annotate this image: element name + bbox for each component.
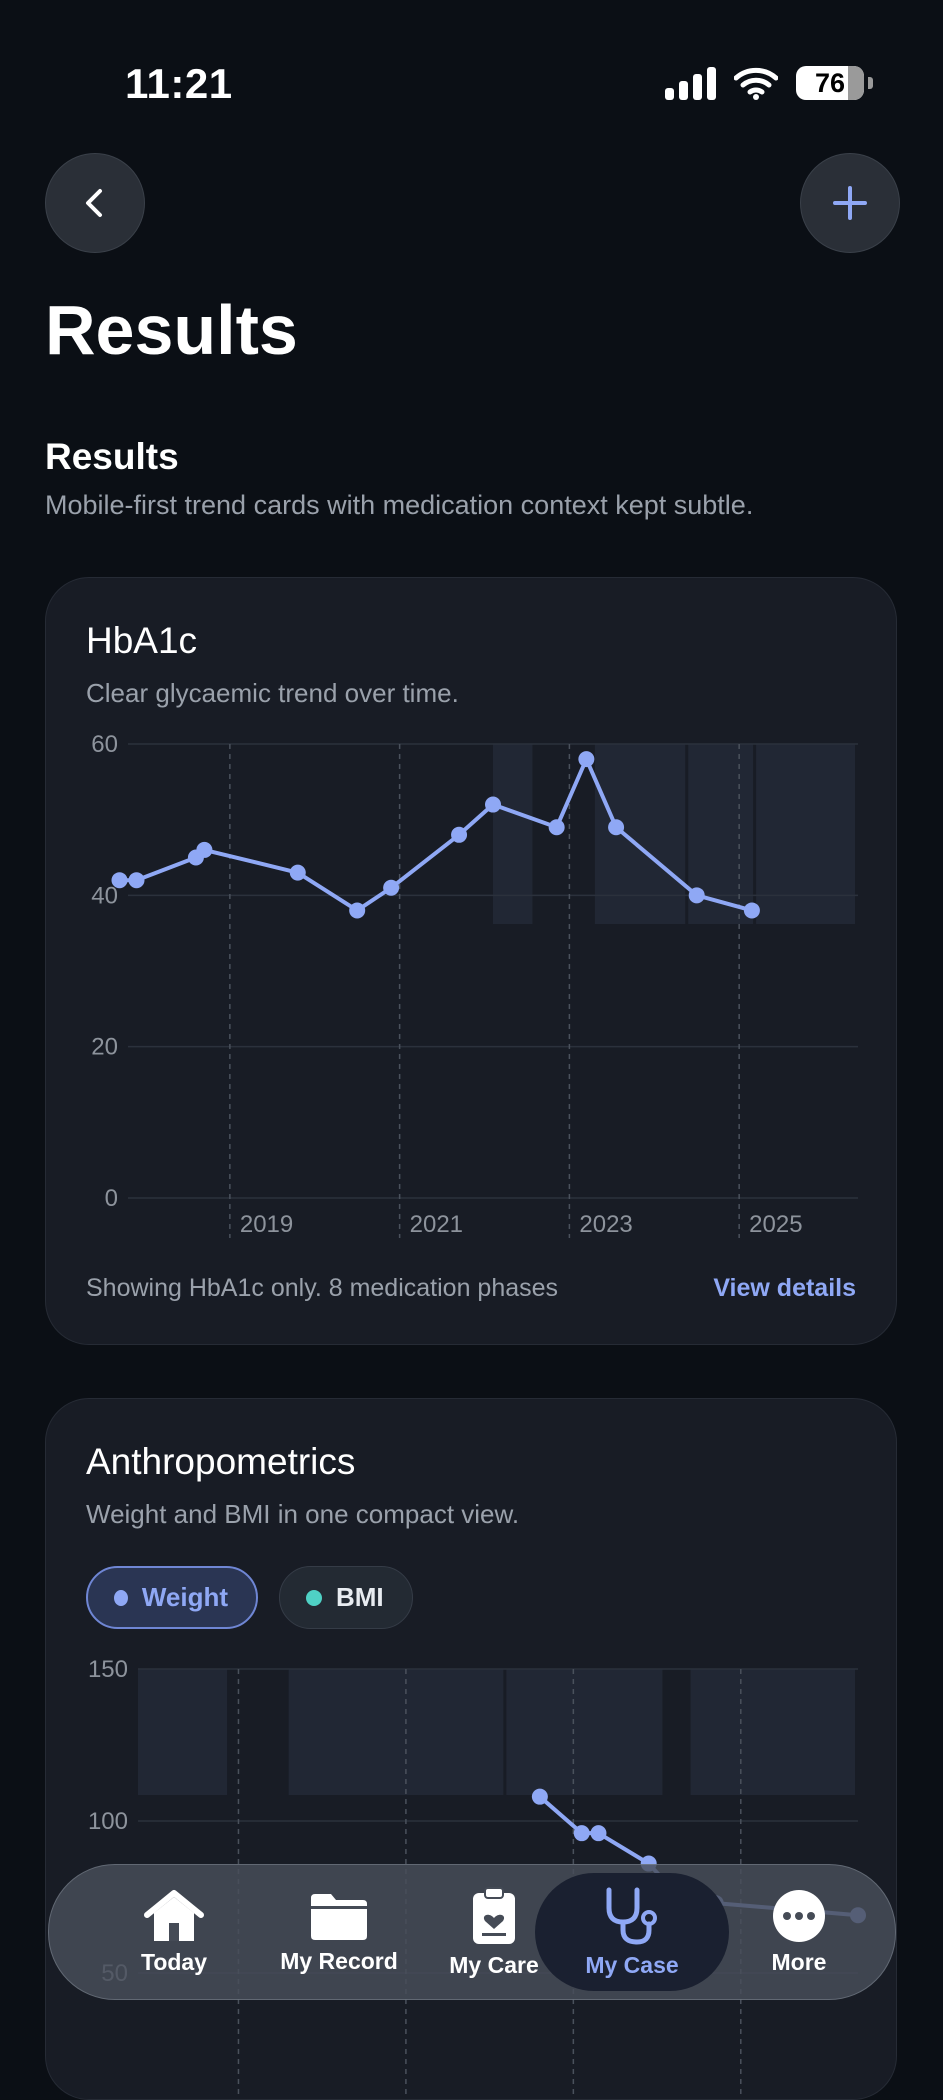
tab-my-record[interactable]: My Record	[244, 1865, 434, 1999]
cellular-signal-icon	[665, 66, 716, 100]
folder-icon	[311, 1893, 367, 1940]
data-point	[128, 872, 145, 889]
wifi-icon	[734, 67, 778, 100]
data-point	[743, 902, 760, 919]
tab-label: Today	[140, 1948, 208, 1975]
card-subtitle: Weight and BMI in one compact view.	[86, 1499, 520, 1529]
weight-dot-icon	[114, 1589, 128, 1606]
status-icons: 76	[665, 66, 873, 100]
weight-chart: 50100150	[88, 1656, 866, 2099]
data-point	[688, 887, 705, 904]
x-tick-label: 2023	[579, 1211, 632, 1238]
bmi-toggle[interactable]: BMI	[279, 1566, 413, 1629]
data-point	[531, 1788, 548, 1805]
medication-phase-band	[690, 1669, 855, 1795]
x-tick-label: 2021	[410, 1211, 463, 1238]
data-point	[608, 819, 625, 836]
back-button[interactable]	[45, 153, 145, 253]
data-point	[451, 826, 468, 843]
clipboard-heart-icon	[473, 1886, 515, 1944]
weight-toggle[interactable]: Weight	[86, 1566, 258, 1629]
y-tick-label: 0	[105, 1185, 118, 1212]
tab-bar: Today My Record My Care My Case	[48, 1864, 896, 2000]
chevron-left-icon	[86, 189, 102, 217]
medication-phase-band	[493, 744, 533, 924]
y-tick-label: 60	[91, 731, 118, 758]
data-point	[485, 796, 501, 813]
status-time: 11:21	[125, 60, 233, 107]
tab-label: More	[771, 1948, 827, 1975]
medication-phase-band	[288, 1669, 504, 1795]
hba1c-card[interactable]: HbA1c Clear glycaemic trend over time. 0…	[45, 577, 897, 1345]
weight-toggle-label: Weight	[141, 1582, 228, 1612]
battery-level: 76	[814, 67, 846, 98]
card-title: HbA1c	[86, 620, 198, 661]
tab-active-indicator	[535, 1873, 729, 1991]
ellipsis-circle-icon	[773, 1889, 825, 1942]
tab-today[interactable]: Today	[109, 1865, 239, 1999]
y-tick-label: 40	[91, 882, 118, 909]
card-subtitle: Clear glycaemic trend over time.	[86, 678, 459, 708]
plus-icon	[833, 186, 867, 220]
data-point	[289, 864, 306, 881]
y-tick-label: 20	[91, 1034, 118, 1061]
medication-phase-band	[506, 1669, 663, 1795]
medication-phase-band	[594, 744, 686, 924]
x-tick-label: 2019	[240, 1211, 293, 1238]
medication-phase-band	[138, 1669, 228, 1795]
data-point	[590, 1825, 607, 1842]
section-title: Results	[45, 436, 179, 477]
section-subtitle: Mobile-first trend cards with medication…	[45, 490, 754, 520]
medication-phase-band	[756, 744, 855, 924]
tab-label: My Case	[585, 1951, 679, 1978]
data-point	[111, 872, 128, 889]
y-tick-label: 100	[88, 1808, 128, 1835]
tab-my-care[interactable]: My Care	[414, 1865, 574, 1999]
bmi-toggle-label: BMI	[336, 1582, 384, 1612]
data-point	[573, 1825, 590, 1842]
hba1c-chart: 0 20 40 60 2019 2021 2023 2025	[91, 731, 858, 1238]
tab-label: My Care	[449, 1951, 539, 1978]
view-details-link[interactable]: View details	[713, 1274, 856, 1302]
add-button[interactable]	[800, 153, 900, 253]
tab-my-case[interactable]: My Case	[552, 1865, 712, 1999]
stethoscope-icon	[606, 1887, 657, 1945]
y-tick-label: 150	[88, 1656, 128, 1683]
x-tick-label: 2025	[749, 1211, 802, 1238]
data-point	[349, 902, 366, 919]
tab-more[interactable]: More	[729, 1865, 869, 1999]
data-point	[383, 879, 400, 896]
tab-label: My Record	[280, 1947, 398, 1974]
bmi-dot-icon	[306, 1589, 322, 1606]
data-point	[196, 841, 213, 858]
house-icon	[144, 1889, 204, 1941]
data-point	[578, 751, 595, 768]
card-title: Anthropometrics	[86, 1441, 356, 1482]
status-bar: 11:21 76	[0, 0, 943, 150]
data-point	[548, 819, 565, 836]
page-title: Results	[45, 291, 298, 369]
chart-footer-note: Showing HbA1c only. 8 medication phases	[86, 1274, 559, 1302]
battery-icon: 76	[796, 66, 864, 100]
